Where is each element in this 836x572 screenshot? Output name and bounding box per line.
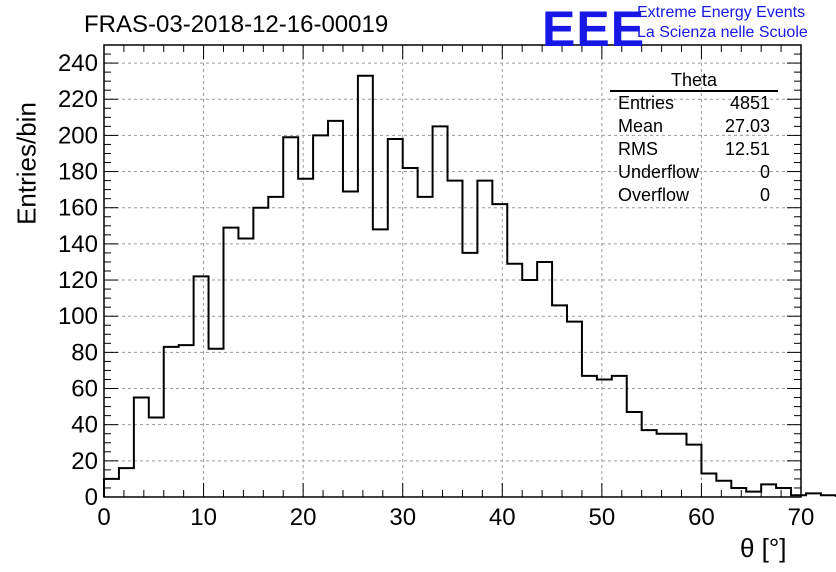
y-tick-label: 240 [58, 50, 98, 77]
x-tick-label: 40 [489, 504, 516, 531]
y-tick-label: 0 [85, 484, 98, 511]
stats-label: Entries [618, 93, 675, 113]
stats-row-mean: Mean 27.03 [610, 115, 778, 138]
org-name-line2: La Scienza nelle Scuole [637, 24, 808, 41]
grid-lines [104, 45, 801, 497]
chart-title: FRAS-03-2018-12-16-00019 [84, 11, 389, 38]
x-tick-label: 10 [190, 504, 217, 531]
y-tick-label: 200 [58, 122, 98, 149]
x-tick-label: 20 [290, 504, 317, 531]
y-tick-label: 140 [58, 231, 98, 258]
y-tick-label: 20 [71, 448, 98, 475]
tick-labels: 0 10 20 30 40 50 60 70 0 20 40 60 80 100 120 140 160 180 2… [58, 50, 814, 531]
stats-row-underflow: Underflow 0 [610, 161, 778, 184]
stats-label: Underflow [618, 162, 700, 182]
y-tick-label: 180 [58, 159, 98, 186]
stats-value: 0 [759, 162, 770, 182]
y-axis-label: Entries/bin [11, 102, 42, 225]
eee-logo: EEE [542, 1, 646, 57]
stats-value: 4851 [729, 93, 770, 113]
x-tick-label: 50 [589, 504, 616, 531]
y-tick-label: 100 [58, 303, 98, 330]
stats-value: 12.51 [724, 139, 770, 159]
x-tick-label: 60 [688, 504, 715, 531]
stats-label: Overflow [618, 185, 690, 205]
stats-box-title: Theta [610, 70, 778, 92]
stats-value: 0 [759, 185, 770, 205]
stats-value: 27.03 [724, 116, 770, 136]
stats-label: RMS [618, 139, 658, 159]
stats-label: Mean [618, 116, 664, 136]
histogram-outline [103, 74, 836, 497]
y-tick-label: 120 [58, 267, 98, 294]
x-tick-label: 0 [97, 504, 110, 531]
y-tick-label: 40 [71, 412, 98, 439]
org-name-line1: Extreme Energy Events [637, 4, 806, 21]
stats-box: Theta Entries 4851 Mean 27.03 RMS 12.51 … [610, 70, 778, 207]
y-tick-label: 160 [58, 195, 98, 222]
stats-row-overflow: Overflow 0 [610, 184, 778, 207]
axes [103, 44, 802, 498]
x-tick-label: 70 [788, 504, 815, 531]
x-axis-label: θ [°] [740, 533, 787, 563]
stats-row-rms: RMS 12.51 [610, 138, 778, 161]
y-tick-label: 220 [58, 86, 98, 113]
stats-row-entries: Entries 4851 [610, 92, 778, 115]
x-tick-label: 30 [389, 504, 416, 531]
y-tick-label: 60 [71, 376, 98, 403]
y-tick-label: 80 [71, 339, 98, 366]
